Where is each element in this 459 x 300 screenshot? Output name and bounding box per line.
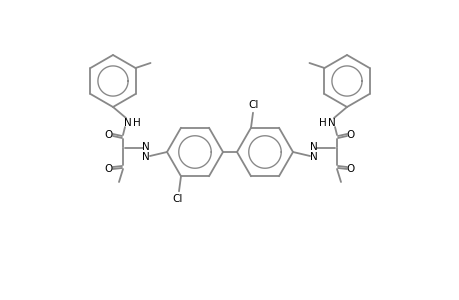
Text: H: H — [133, 118, 140, 128]
Text: N: N — [309, 152, 317, 162]
Text: O: O — [346, 164, 354, 174]
Text: N: N — [309, 142, 317, 152]
Text: H: H — [319, 118, 326, 128]
Text: N: N — [327, 118, 335, 128]
Text: Cl: Cl — [173, 194, 183, 204]
Text: O: O — [346, 130, 354, 140]
Text: N: N — [124, 118, 132, 128]
Text: O: O — [105, 164, 113, 174]
Text: Cl: Cl — [248, 100, 258, 110]
Text: N: N — [142, 142, 150, 152]
Text: N: N — [142, 152, 150, 162]
Text: O: O — [105, 130, 113, 140]
